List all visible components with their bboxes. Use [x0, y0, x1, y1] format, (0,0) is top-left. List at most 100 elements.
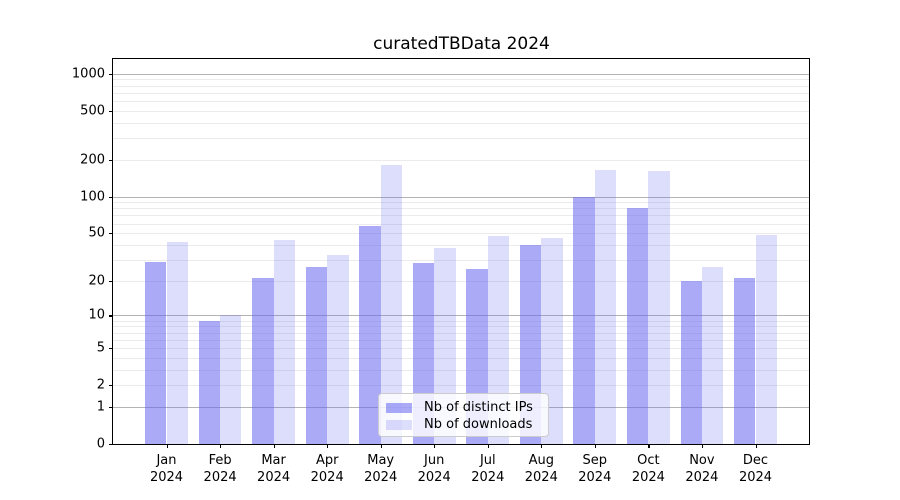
gridline-800 [113, 85, 809, 87]
x-tick-label-sep: Sep 2024 [565, 453, 625, 486]
x-tick-mark [166, 444, 168, 448]
x-tick-mark [220, 444, 222, 448]
x-tick-year: 2024 [578, 469, 612, 485]
x-tick-month: Feb [208, 453, 232, 468]
x-tick-year: 2024 [685, 469, 719, 485]
y-tick-mark [108, 110, 113, 112]
y-tick-mark [108, 280, 113, 282]
gridline-9 [113, 320, 809, 322]
x-tick-year: 2024 [417, 469, 451, 485]
x-tick-month: Aug [528, 453, 554, 468]
x-tick-year: 2024 [310, 469, 344, 485]
gridline-900 [113, 79, 809, 81]
bar-downloads-jul [487, 236, 510, 444]
gridline-40 [113, 244, 809, 246]
legend-label-distinct-ips: Nb of distinct IPs [424, 400, 533, 415]
y-tick-mark [108, 406, 113, 408]
gridline-600 [113, 100, 809, 102]
gridline-7 [113, 332, 809, 334]
bar-downloads-oct [648, 170, 670, 444]
legend-row: Nb of distinct IPs [386, 399, 540, 416]
x-tick-label-apr: Apr 2024 [297, 453, 357, 486]
x-tick-label-mar: Mar 2024 [244, 453, 304, 486]
bar-downloads-aug [541, 237, 563, 444]
x-tick-mark [487, 444, 489, 448]
y-tick-mark [108, 444, 113, 446]
y-tick-label-2: 2 [96, 377, 105, 393]
gridline-10 [113, 315, 809, 317]
x-tick-label-dec: Dec 2024 [726, 453, 786, 486]
x-tick-month: Mar [261, 453, 286, 468]
x-tick-month: May [367, 453, 395, 468]
gridline-80 [113, 208, 809, 210]
bar-downloads-mar [273, 239, 295, 444]
bar-distinct-ips-mar [252, 278, 274, 444]
y-tick-mark [108, 347, 113, 350]
gridline-500 [113, 110, 809, 112]
bar-distinct-ips-may [359, 226, 381, 444]
legend-row: Nb of downloads [386, 416, 540, 433]
x-tick-year: 2024 [524, 469, 558, 485]
gridline-5 [113, 347, 809, 349]
x-tick-mark [327, 444, 329, 448]
y-tick-mark [108, 233, 113, 235]
y-tick-label-5: 5 [96, 340, 105, 356]
gridline-30 [113, 259, 809, 261]
y-tick-label-100: 100 [80, 189, 105, 204]
x-tick-label-jun: Jun 2024 [404, 453, 464, 486]
x-tick-month: Jan [156, 453, 177, 468]
bar-distinct-ips-nov [680, 280, 702, 444]
x-tick-label-may: May 2024 [351, 453, 411, 486]
bar-distinct-ips-jan [145, 261, 167, 444]
x-tick-year: 2024 [631, 469, 665, 485]
gridline-60 [113, 223, 809, 225]
legend: Nb of distinct IPs Nb of downloads [378, 393, 549, 437]
gridline-1000 [113, 73, 809, 75]
x-tick-mark [380, 444, 382, 448]
x-tick-mark [648, 444, 650, 448]
x-tick-year: 2024 [364, 469, 398, 485]
x-tick-mark [273, 444, 275, 448]
y-tick-mark [108, 73, 113, 75]
bar-downloads-dec [755, 235, 777, 444]
y-tick-label-20: 20 [88, 273, 105, 289]
gridline-100 [113, 196, 809, 198]
y-tick-label-0: 0 [96, 436, 105, 452]
y-tick-label-500: 500 [80, 103, 105, 119]
bar-distinct-ips-dec [734, 278, 756, 444]
bar-distinct-ips-feb [198, 320, 221, 444]
gridline-90 [113, 202, 809, 204]
bar-downloads-jan [166, 242, 188, 444]
x-tick-mark [434, 444, 436, 448]
x-tick-year: 2024 [738, 469, 773, 485]
y-tick-mark [108, 159, 113, 161]
x-tick-month: Jun [424, 453, 445, 468]
gridline-300 [113, 137, 809, 139]
x-tick-month: Jul [479, 453, 496, 468]
y-tick-mark [108, 315, 113, 317]
x-tick-month: Oct [637, 453, 660, 468]
y-tick-mark [108, 196, 113, 198]
y-tick-mark [108, 385, 113, 387]
plot-area: Nb of distinct IPs Nb of downloads [112, 58, 810, 445]
x-tick-month: Apr [315, 453, 339, 468]
bar-downloads-sep [594, 169, 617, 444]
bar-downloads-may [380, 165, 403, 444]
x-tick-mark [755, 444, 757, 448]
bar-downloads-apr [327, 254, 349, 444]
x-tick-label-jul: Jul 2024 [458, 453, 518, 486]
y-tick-label-200: 200 [80, 152, 105, 168]
x-tick-mark [594, 444, 596, 448]
gridline-700 [113, 92, 809, 94]
gridline-20 [113, 280, 809, 282]
x-tick-year: 2024 [257, 469, 291, 485]
bar-distinct-ips-oct [627, 208, 649, 444]
legend-swatch-distinct-ips [386, 402, 412, 413]
gridline-4 [113, 357, 809, 359]
y-tick-label-1000: 1000 [71, 66, 105, 81]
chart-title: curatedTBData 2024 [373, 34, 550, 54]
bar-distinct-ips-sep [573, 196, 595, 444]
bar-downloads-nov [701, 267, 724, 444]
gridline-50 [113, 233, 809, 235]
